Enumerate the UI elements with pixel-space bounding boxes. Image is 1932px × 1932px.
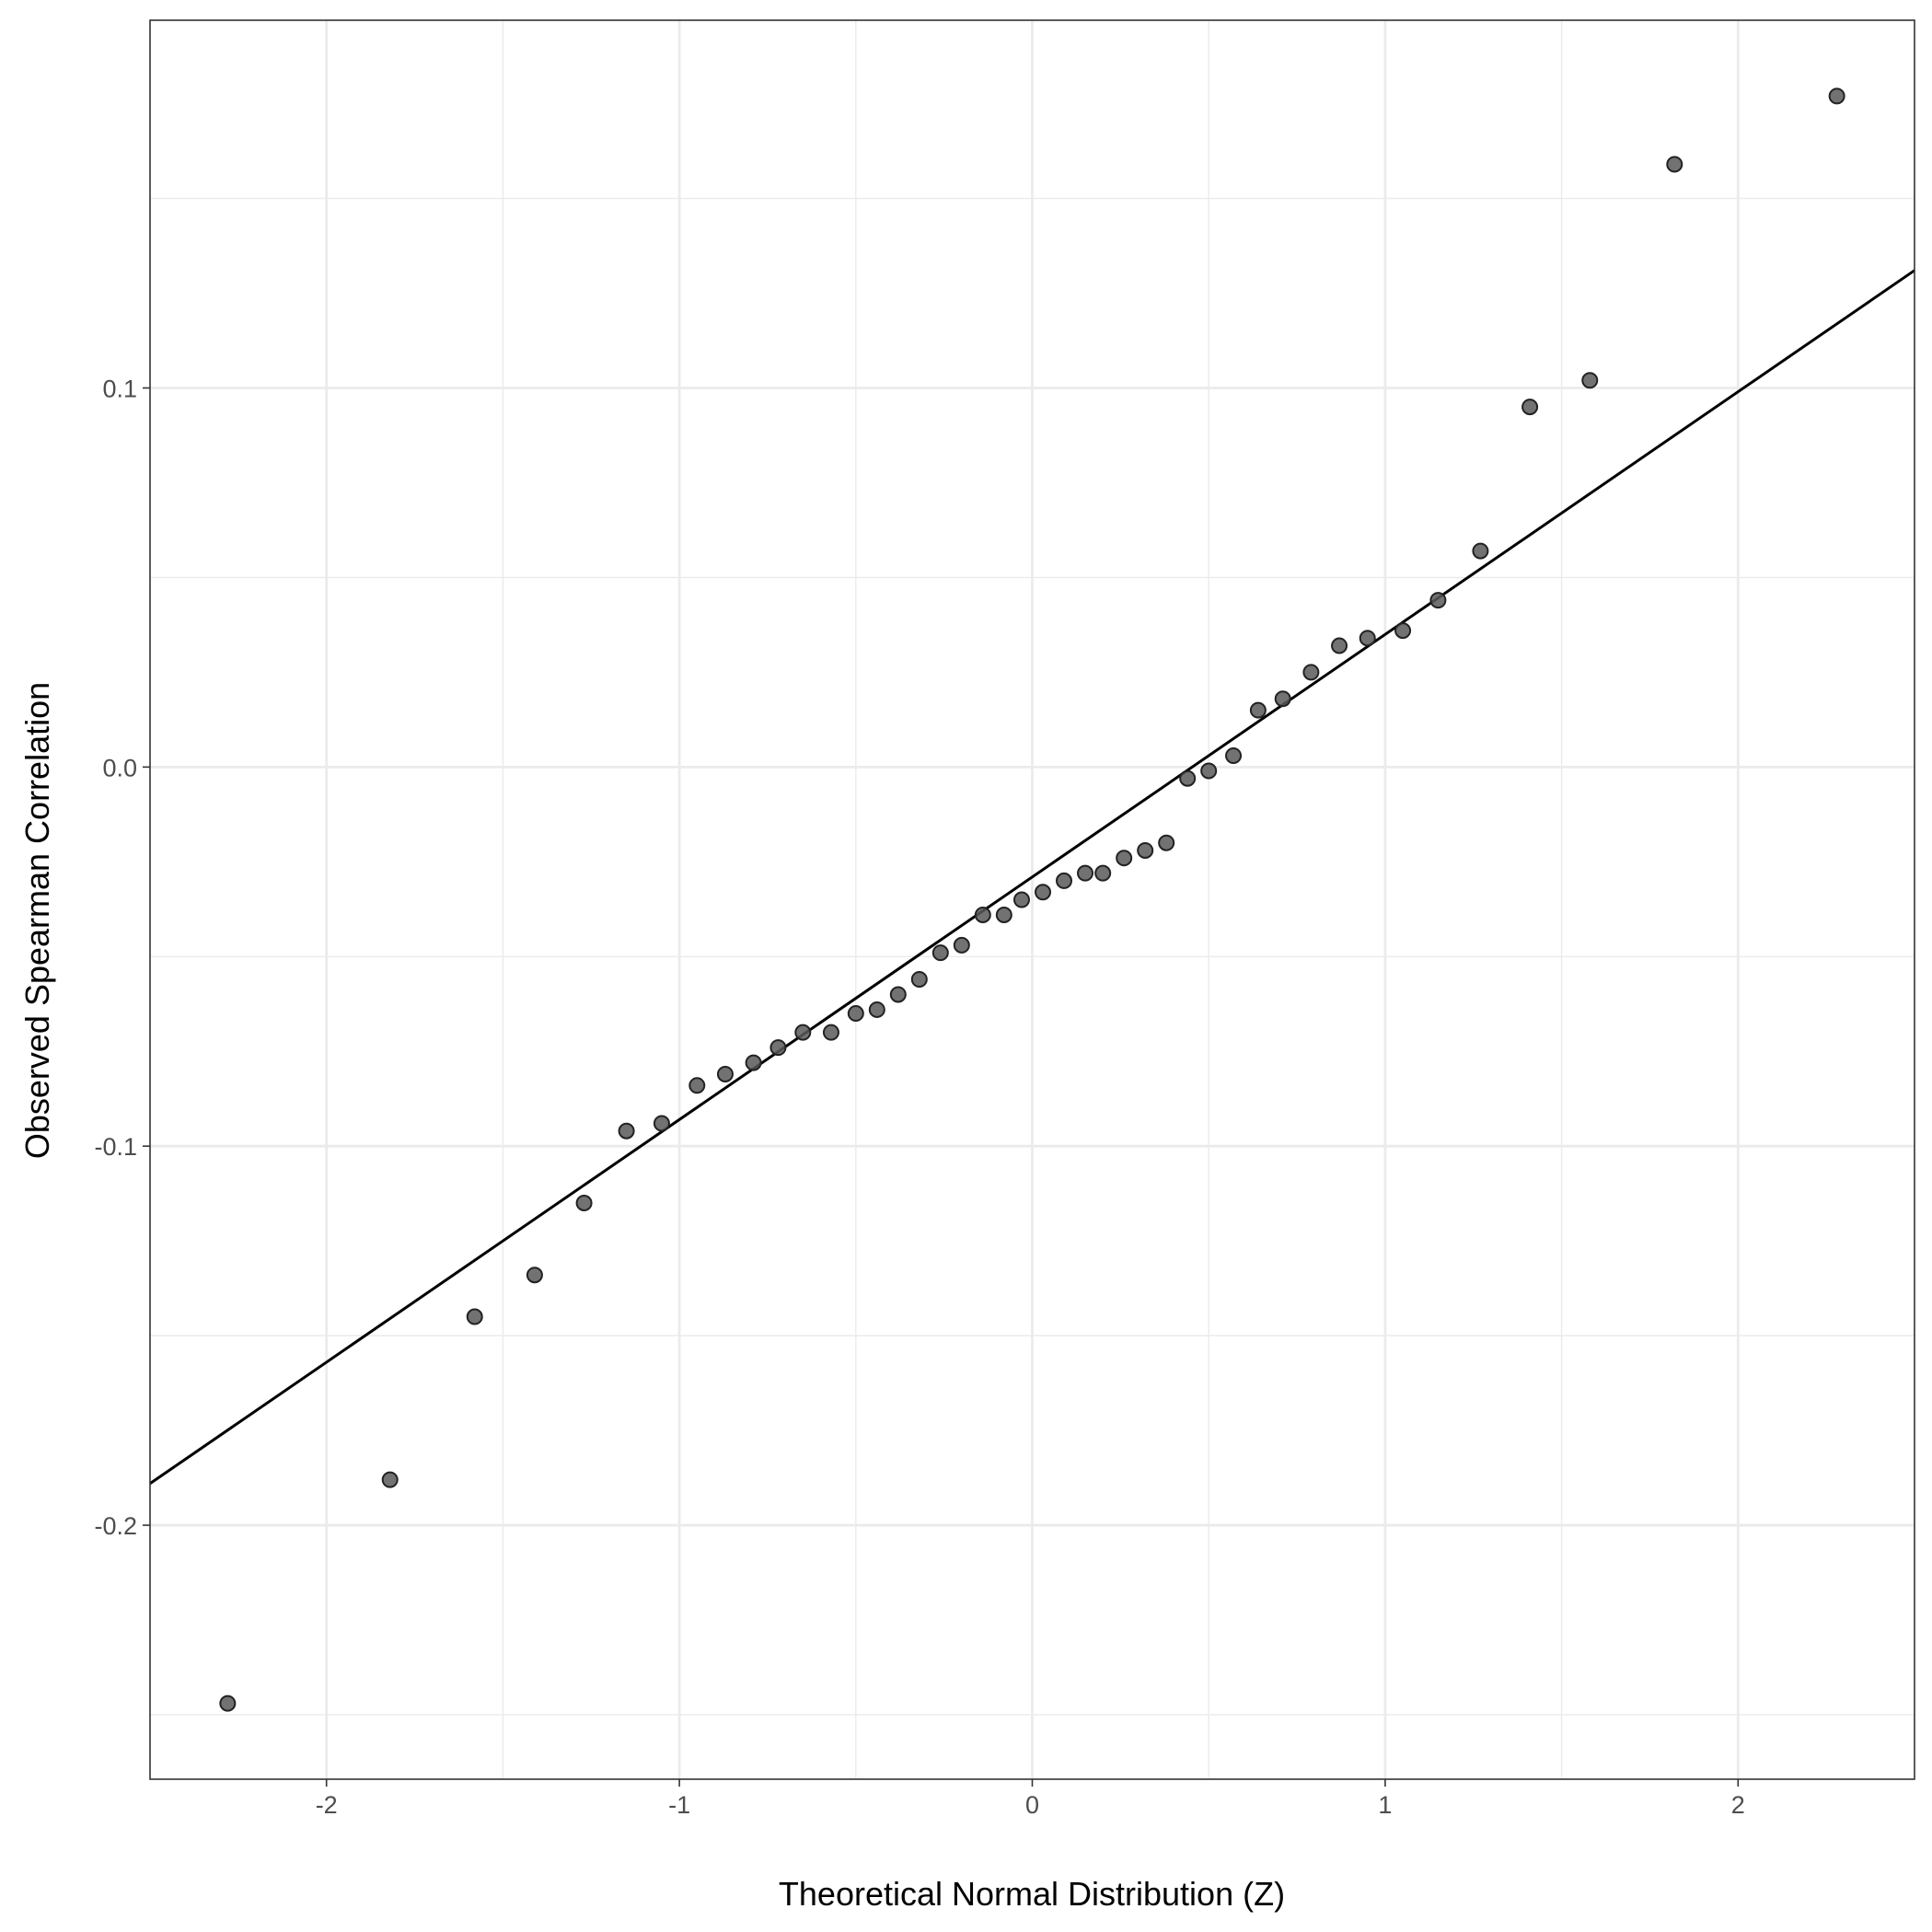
data-point — [889, 986, 907, 1003]
data-point — [974, 906, 991, 923]
data-point — [1035, 884, 1052, 901]
data-point — [868, 1001, 885, 1018]
data-point — [1116, 850, 1133, 867]
data-point — [794, 1024, 812, 1041]
data-point — [219, 1695, 237, 1712]
data-point — [931, 944, 949, 962]
data-point — [953, 936, 970, 954]
data-point — [1077, 864, 1094, 882]
data-point — [618, 1122, 635, 1140]
x-tick-label: 2 — [1731, 1791, 1745, 1819]
data-point — [1359, 630, 1376, 647]
data-point — [1274, 690, 1291, 708]
data-point — [1394, 622, 1412, 640]
major-gridlines — [150, 20, 1915, 1779]
data-point — [1225, 746, 1243, 764]
x-tick-label: -2 — [316, 1791, 338, 1819]
data-point — [1179, 769, 1197, 787]
x-axis-title: Theoretical Normal Distribution (Z) — [779, 1875, 1285, 1913]
data-point — [995, 906, 1012, 923]
data-point — [769, 1039, 787, 1057]
data-point — [1429, 592, 1447, 609]
x-axis: -2 -1 0 1 2 — [316, 1779, 1745, 1819]
data-point — [1666, 156, 1683, 173]
y-tick-label: -0.2 — [94, 1512, 137, 1540]
data-point — [1302, 664, 1320, 681]
data-point — [1331, 637, 1348, 654]
x-tick-label: 0 — [1025, 1791, 1039, 1819]
qq-reference-line — [149, 269, 1915, 1485]
data-points — [219, 87, 1845, 1712]
data-point — [526, 1267, 543, 1284]
data-point — [1012, 891, 1030, 908]
data-point — [847, 1005, 864, 1023]
data-point — [1056, 872, 1073, 889]
data-point — [1249, 701, 1267, 719]
data-point — [1094, 864, 1112, 882]
data-point — [1581, 372, 1599, 389]
data-point — [1158, 834, 1175, 851]
y-axis: -0.2 -0.1 0.0 0.1 — [94, 375, 150, 1540]
data-point — [653, 1115, 670, 1132]
y-axis-title: Observed Spearman Correlation — [18, 682, 56, 1159]
data-point — [1472, 542, 1489, 560]
y-tick-label: 0.1 — [102, 375, 137, 402]
data-point — [822, 1024, 839, 1041]
data-point — [1137, 841, 1154, 859]
data-point — [1521, 399, 1539, 416]
y-tick-label: -0.1 — [94, 1133, 137, 1161]
data-point — [910, 970, 928, 988]
data-point — [716, 1065, 734, 1082]
data-point — [381, 1471, 399, 1488]
x-tick-label: 1 — [1378, 1791, 1392, 1819]
data-point — [1200, 762, 1218, 780]
y-tick-label: 0.0 — [102, 754, 137, 781]
reference-line-group — [149, 269, 1915, 1485]
x-tick-label: -1 — [668, 1791, 690, 1819]
data-point — [745, 1054, 762, 1071]
data-point — [466, 1308, 483, 1325]
data-point — [575, 1194, 593, 1211]
data-point — [1828, 87, 1845, 105]
data-point — [688, 1077, 706, 1094]
